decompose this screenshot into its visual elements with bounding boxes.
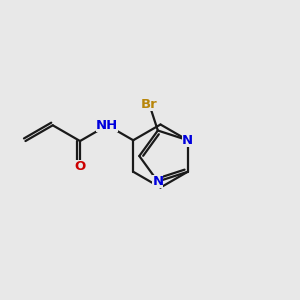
Text: NH: NH (96, 119, 118, 132)
Text: O: O (74, 160, 86, 173)
Text: N: N (152, 175, 164, 188)
Text: N: N (182, 134, 193, 147)
Text: Br: Br (141, 98, 158, 111)
